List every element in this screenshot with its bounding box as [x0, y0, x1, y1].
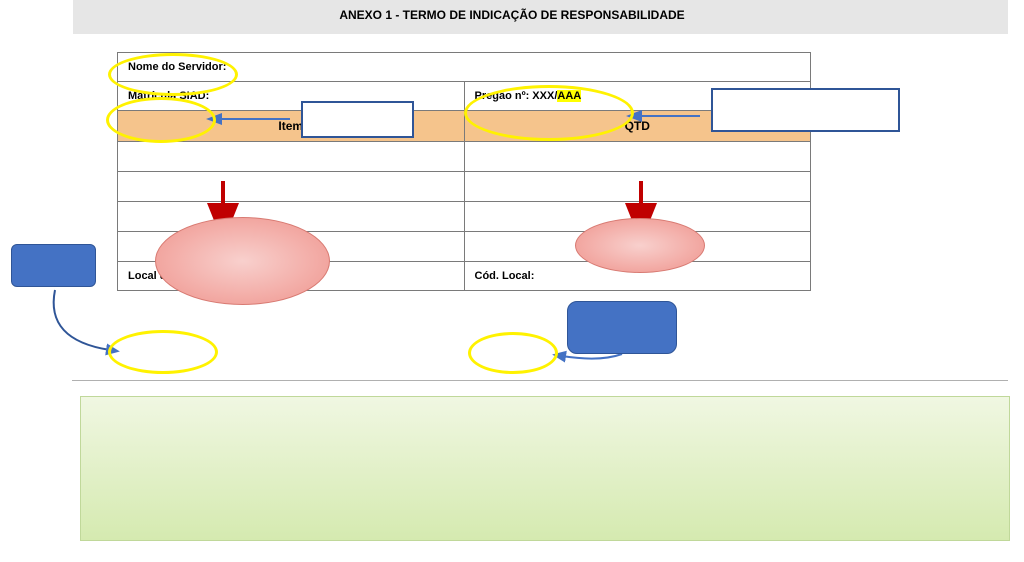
- item-cell: [118, 142, 465, 172]
- outline-rect-matricula-input: [301, 101, 414, 138]
- green-note-box: [80, 396, 1010, 541]
- yellow-ellipse-pregao: [464, 85, 634, 141]
- item-cell: [118, 172, 465, 202]
- blue-rect-right-tag: [567, 301, 677, 354]
- data-row-1: [118, 142, 811, 172]
- curve-to-cod-local: [562, 354, 622, 359]
- yellow-ellipse-matricula: [106, 97, 216, 143]
- hr-line: [72, 380, 1008, 381]
- page-title: ANEXO 1 - TERMO DE INDICAÇÃO DE RESPONSA…: [0, 8, 1024, 22]
- qtd-cell: [464, 172, 811, 202]
- data-row-2: [118, 172, 811, 202]
- yellow-ellipse-local-bem: [108, 330, 218, 374]
- outline-rect-pregao-input: [711, 88, 900, 132]
- blue-rect-left-tag: [11, 244, 96, 287]
- yellow-ellipse-nome-servidor: [108, 53, 238, 96]
- red-ellipse-item-spot: [155, 217, 330, 305]
- curve-to-local-bem: [54, 290, 110, 350]
- qtd-cell: [464, 142, 811, 172]
- red-ellipse-qtd-spot: [575, 218, 705, 273]
- yellow-ellipse-cod-local: [468, 332, 558, 374]
